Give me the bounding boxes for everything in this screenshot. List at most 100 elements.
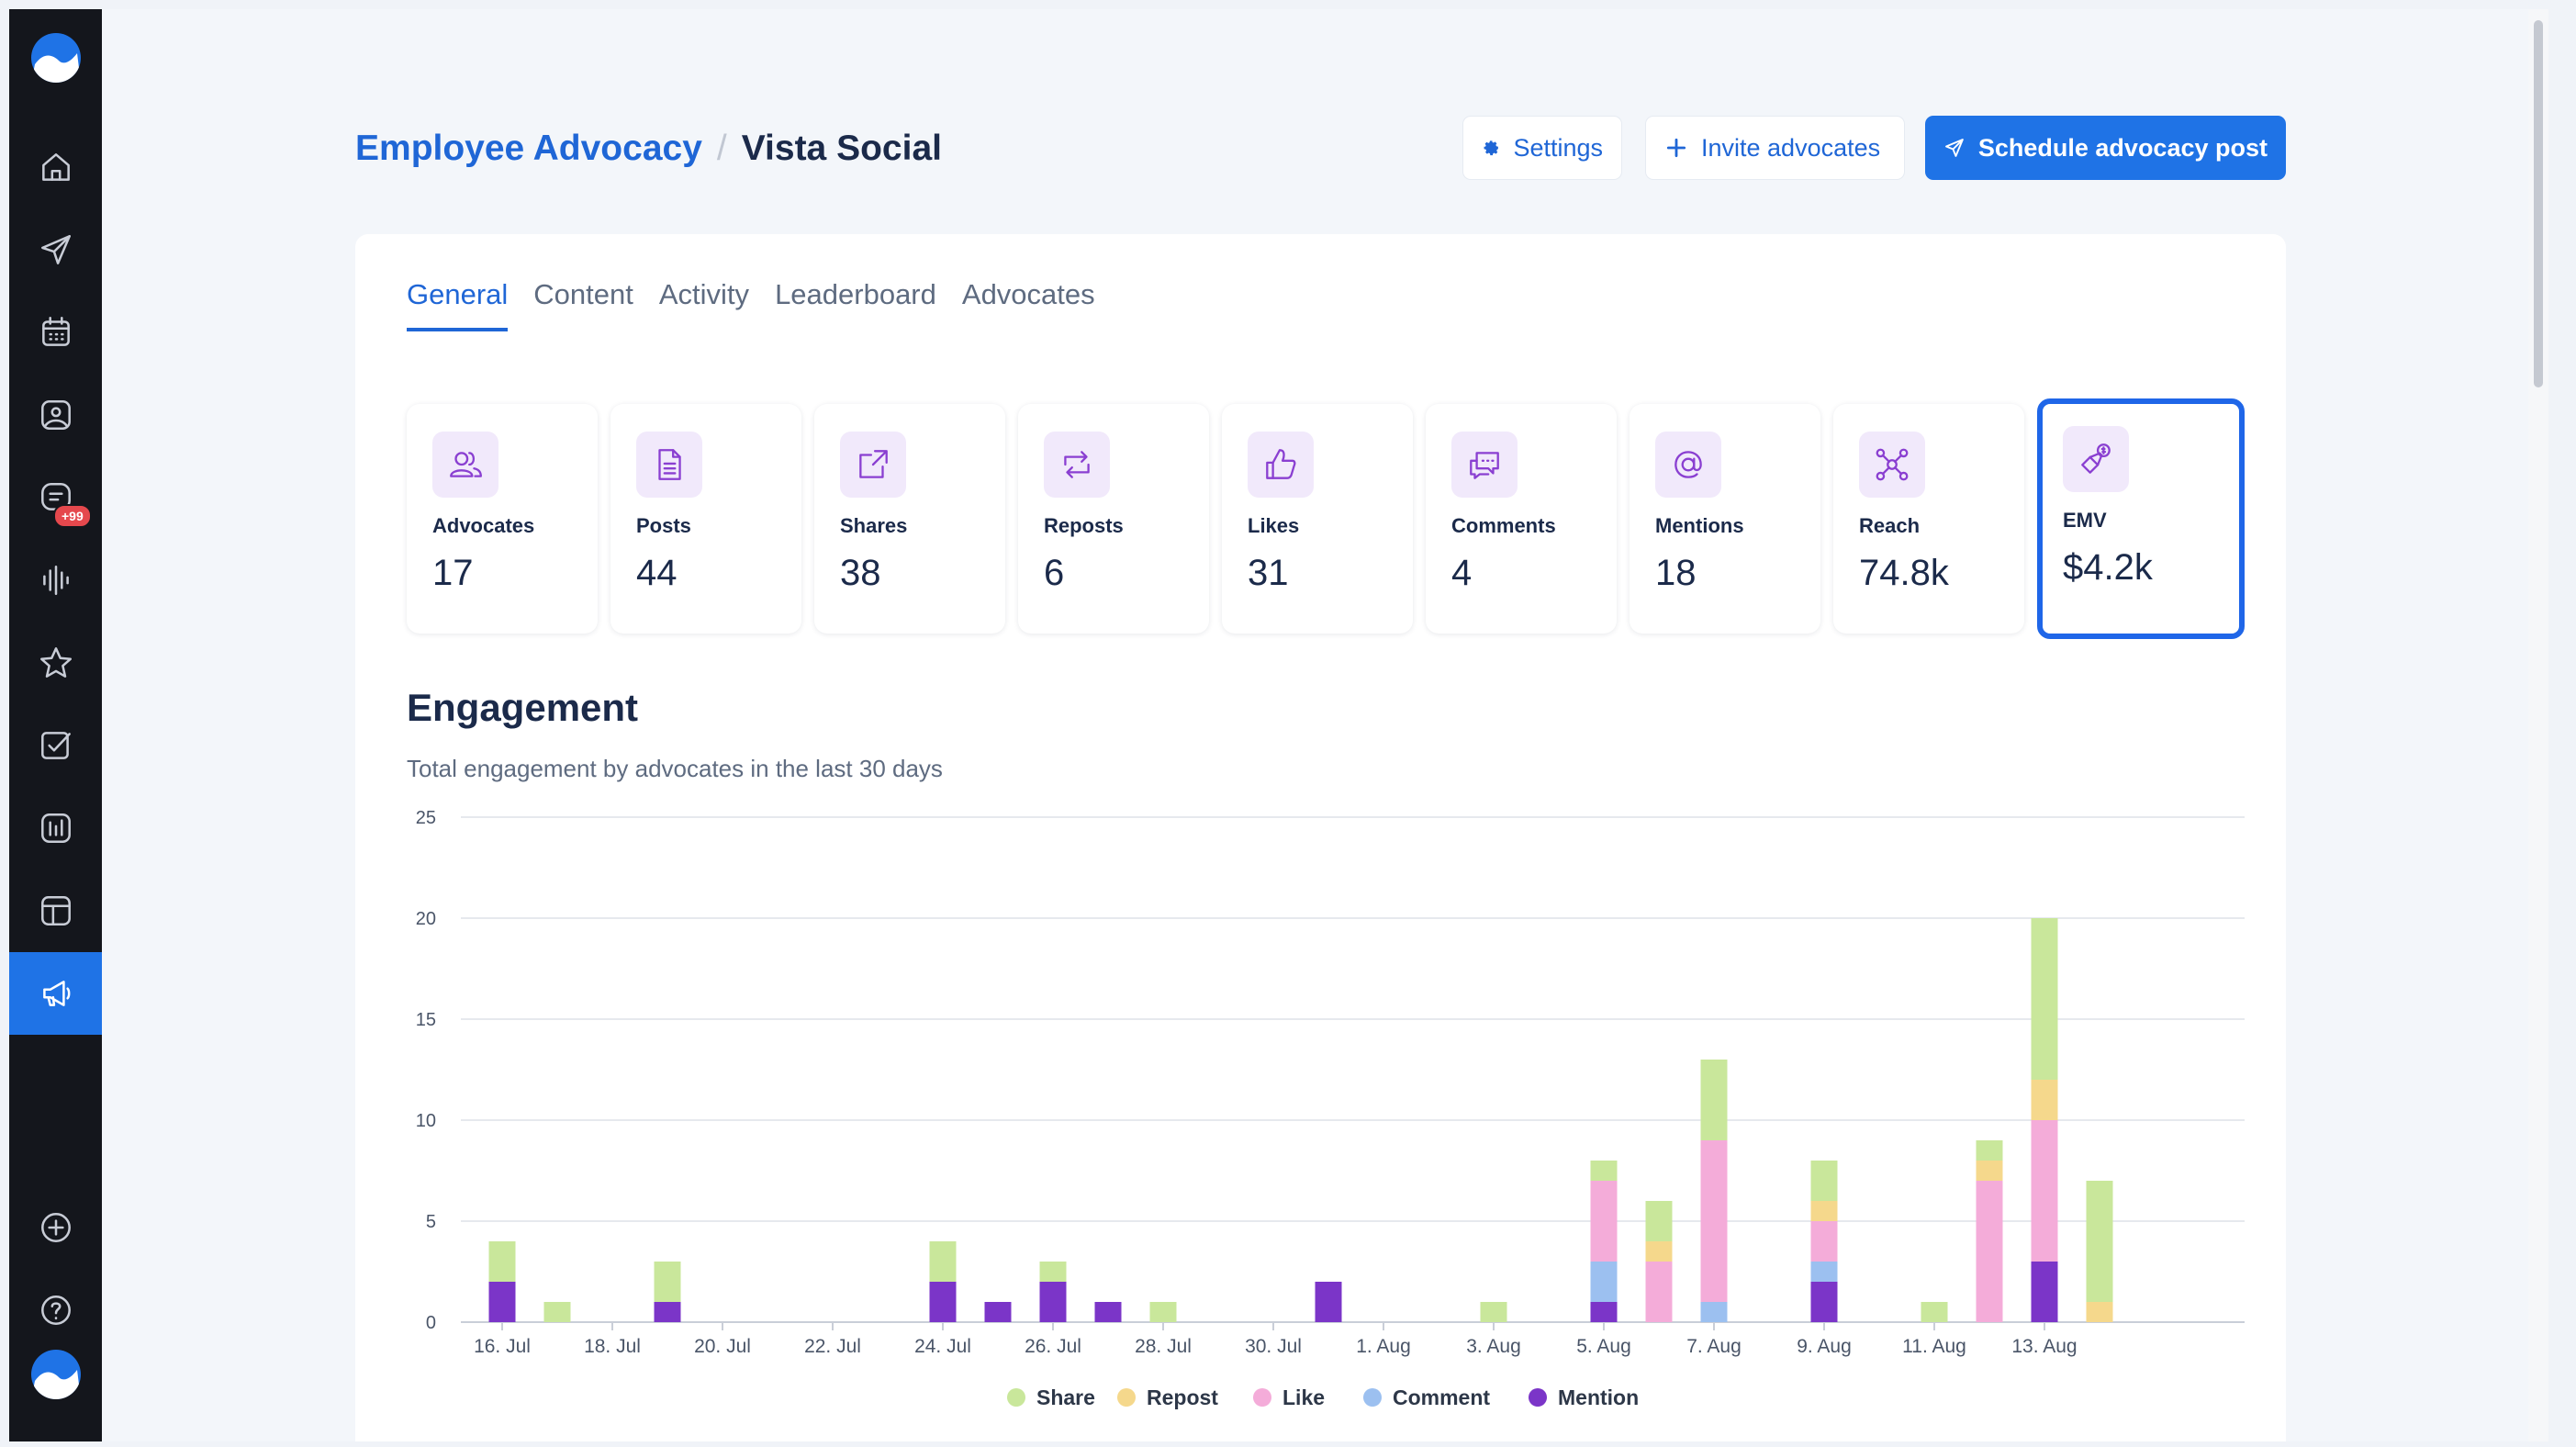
bar-segment-mention	[1810, 1282, 1838, 1322]
x-tick-label: 7. Aug	[1686, 1336, 1742, 1357]
stat-value: 6	[1044, 553, 1065, 593]
stat-value: $4.2k	[2063, 547, 2153, 588]
help-icon[interactable]	[9, 1269, 102, 1352]
reviews-star-icon[interactable]	[9, 622, 102, 704]
app-window: +99 Employee Advocacy /	[9, 9, 2548, 1441]
bar-segment-like	[2031, 1120, 2058, 1262]
inbox-badge: +99	[53, 504, 92, 528]
stat-card-likes[interactable]: Likes 31	[1222, 404, 1413, 634]
x-tick-label: 16. Jul	[474, 1336, 531, 1357]
stat-value: 74.8k	[1859, 553, 1949, 593]
bar-segment-mention	[488, 1282, 516, 1322]
bar-segment-mention	[1590, 1302, 1618, 1322]
legend-marker-share	[1007, 1388, 1025, 1407]
stat-card-shares[interactable]: Shares 38	[814, 404, 1005, 634]
y-tick-label: 10	[416, 1111, 436, 1131]
network-icon	[1859, 432, 1925, 498]
home-icon[interactable]	[9, 126, 102, 208]
add-icon[interactable]	[9, 1186, 102, 1269]
stat-value: 4	[1451, 553, 1473, 593]
gear-icon	[1484, 140, 1498, 156]
thumbs-up-icon	[1248, 432, 1314, 498]
engagement-chart: 0 5 10 15 20 25 16. Jul 18. Jul 20. Jul 22. Jul 24…	[416, 808, 2245, 1409]
layout-icon[interactable]	[9, 869, 102, 952]
bar-segment-share	[1921, 1302, 1948, 1322]
bar-segment-mention	[654, 1302, 681, 1322]
reports-icon[interactable]	[9, 787, 102, 869]
stat-label: Mentions	[1655, 514, 1744, 537]
x-tick-label: 5. Aug	[1576, 1336, 1631, 1357]
x-tick-label: 24. Jul	[914, 1336, 971, 1357]
vista-social-logo[interactable]	[31, 33, 81, 83]
bar-segment-comment	[1700, 1302, 1728, 1322]
document-icon	[636, 432, 702, 498]
y-tick-label: 5	[426, 1212, 436, 1232]
legend-marker-mention	[1529, 1388, 1547, 1407]
bar-segment-mention	[929, 1282, 957, 1322]
bar-segment-share	[1645, 1201, 1673, 1241]
x-tick-label: 26. Jul	[1025, 1336, 1081, 1357]
bar-segment-mention	[1039, 1282, 1067, 1322]
x-tick-label: 28. Jul	[1135, 1336, 1192, 1357]
tab-bar: General Content Activity Leaderboard Adv…	[407, 278, 1095, 331]
tab-leaderboard[interactable]: Leaderboard	[775, 278, 936, 310]
invite-advocates-button[interactable]: Invite advocates	[1645, 116, 1905, 180]
stat-value: 44	[636, 553, 678, 593]
stat-card-mentions[interactable]: Mentions 18	[1630, 404, 1820, 634]
tab-activity[interactable]: Activity	[658, 278, 750, 310]
repost-icon	[1044, 432, 1110, 498]
tab-general[interactable]: General	[407, 278, 509, 331]
settings-label: Settings	[1513, 133, 1603, 162]
advocacy-megaphone-icon[interactable]	[9, 952, 102, 1035]
bar-segment-share	[1039, 1262, 1067, 1282]
tasks-icon[interactable]	[9, 704, 102, 787]
bar-segment-repost	[1810, 1201, 1838, 1221]
schedule-advocacy-post-label: Schedule advocacy post	[1977, 133, 2268, 162]
x-tick-label: 11. Aug	[1902, 1336, 1966, 1357]
bar-segment-repost	[2031, 1080, 2058, 1120]
media-icon[interactable]	[9, 374, 102, 456]
stat-card-reach[interactable]: Reach 74.8k	[1833, 404, 2024, 634]
at-icon	[1655, 432, 1721, 498]
tab-advocates[interactable]: Advocates	[961, 278, 1095, 310]
stat-value: 18	[1655, 553, 1697, 593]
stat-label: Reach	[1859, 514, 1921, 537]
account-avatar[interactable]	[31, 1350, 81, 1399]
bar-segment-like	[1645, 1262, 1673, 1322]
bar-segment-like	[1976, 1181, 2003, 1322]
legend-label-repost: Repost	[1147, 1385, 1218, 1409]
scrollbar-thumb[interactable]	[2534, 20, 2543, 387]
stat-label: Comments	[1451, 514, 1556, 537]
stat-value: 17	[432, 553, 474, 593]
invite-advocates-label: Invite advocates	[1701, 133, 1881, 162]
stat-card-reposts[interactable]: Reposts 6	[1018, 404, 1209, 634]
scrollbar[interactable]	[2528, 9, 2548, 1441]
settings-button[interactable]: Settings	[1462, 116, 1622, 180]
legend-label-comment: Comment	[1393, 1385, 1490, 1409]
listening-icon[interactable]	[9, 539, 102, 622]
breadcrumb-separator: /	[716, 129, 727, 168]
bar-segment-share	[654, 1262, 681, 1302]
y-tick-label: 15	[416, 1010, 436, 1030]
calendar-icon[interactable]	[9, 291, 102, 374]
stat-label: EMV	[2063, 509, 2107, 532]
bar-segment-share	[2031, 918, 2058, 1080]
comments-icon	[1451, 432, 1518, 498]
inbox-icon[interactable]: +99	[9, 456, 102, 539]
bar-segment-like	[1590, 1181, 1618, 1262]
sidebar: +99	[9, 9, 102, 1441]
bar-segment-comment	[1810, 1262, 1838, 1282]
bar-segment-share	[1149, 1302, 1177, 1322]
send-icon[interactable]	[9, 208, 102, 291]
schedule-advocacy-post-button[interactable]: Schedule advocacy post	[1925, 116, 2286, 180]
users-icon	[432, 432, 498, 498]
stat-card-posts[interactable]: Posts 44	[610, 404, 801, 634]
stat-card-emv[interactable]: EMV $4.2k	[2037, 398, 2245, 639]
bar-segment-share	[1976, 1140, 2003, 1161]
tab-content[interactable]: Content	[533, 278, 633, 310]
stat-card-comments[interactable]: Comments 4	[1426, 404, 1617, 634]
stat-value: 38	[840, 553, 881, 593]
stat-card-advocates[interactable]: Advocates 17	[407, 404, 598, 634]
breadcrumb-parent-link[interactable]: Employee Advocacy	[355, 129, 702, 168]
x-tick-label: 30. Jul	[1245, 1336, 1302, 1357]
